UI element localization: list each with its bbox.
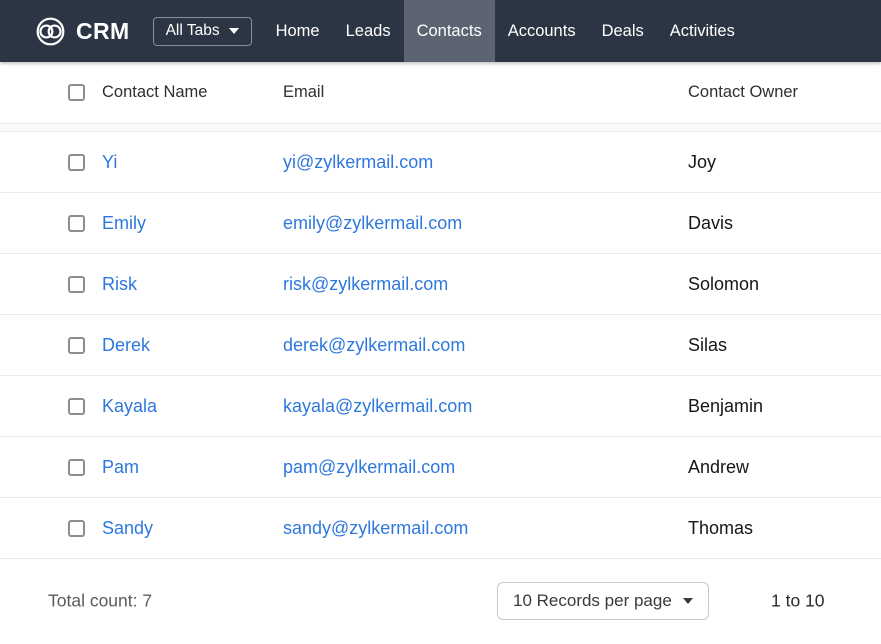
contact-email-link[interactable]: sandy@zylkermail.com bbox=[283, 517, 469, 538]
contact-email-link[interactable]: kayala@zylkermail.com bbox=[283, 395, 473, 416]
crm-logo-icon bbox=[34, 15, 67, 48]
column-header-contact-name[interactable]: Contact Name bbox=[102, 83, 208, 101]
nav-item-label: Deals bbox=[601, 21, 644, 40]
table-row: Sandy sandy@zylkermail.com Thomas bbox=[0, 498, 881, 559]
contact-owner-text: Solomon bbox=[688, 273, 760, 294]
chevron-down-icon bbox=[228, 28, 239, 34]
nav-item-label: Contacts bbox=[416, 21, 482, 40]
brand: CRM bbox=[34, 15, 130, 48]
column-header-email[interactable]: Email bbox=[283, 83, 325, 101]
nav-item-accounts[interactable]: Accounts bbox=[495, 0, 589, 62]
record-range-label: 1 to 10 bbox=[771, 590, 825, 610]
contact-name-link[interactable]: Yi bbox=[102, 151, 118, 172]
table-body: Yi yi@zylkermail.com Joy Emily emily@zyl… bbox=[0, 132, 881, 559]
records-per-page-label: 10 Records per page bbox=[513, 590, 672, 610]
nav-item-contacts[interactable]: Contacts bbox=[403, 0, 495, 62]
total-count-label: Total count: 7 bbox=[48, 590, 153, 610]
row-checkbox[interactable] bbox=[68, 336, 85, 354]
contact-email-link[interactable]: pam@zylkermail.com bbox=[283, 456, 456, 477]
contact-email-link[interactable]: emily@zylkermail.com bbox=[283, 212, 463, 233]
nav-item-label: Leads bbox=[345, 21, 391, 40]
row-checkbox[interactable] bbox=[68, 153, 85, 171]
contact-owner-text: Joy bbox=[688, 151, 717, 172]
contact-name-link[interactable]: Kayala bbox=[102, 395, 158, 416]
contact-owner-text: Andrew bbox=[688, 456, 750, 477]
contact-name-link[interactable]: Emily bbox=[102, 212, 146, 233]
pagination-footer: Total count: 7 10 Records per page 1 to … bbox=[0, 559, 881, 642]
table-row: Derek derek@zylkermail.com Silas bbox=[0, 315, 881, 376]
table-row: Pam pam@zylkermail.com Andrew bbox=[0, 437, 881, 498]
all-tabs-label: All Tabs bbox=[165, 22, 220, 39]
contact-owner-text: Thomas bbox=[688, 517, 754, 538]
nav-item-label: Accounts bbox=[507, 21, 576, 40]
header-shadow-band bbox=[0, 124, 881, 132]
brand-text: CRM bbox=[76, 17, 130, 44]
contact-email-link[interactable]: risk@zylkermail.com bbox=[283, 273, 449, 294]
caret-down-icon bbox=[682, 597, 693, 604]
contact-email-link[interactable]: derek@zylkermail.com bbox=[283, 334, 466, 355]
row-checkbox[interactable] bbox=[68, 519, 85, 537]
table-row: Risk risk@zylkermail.com Solomon bbox=[0, 254, 881, 315]
table-row: Emily emily@zylkermail.com Davis bbox=[0, 193, 881, 254]
row-checkbox[interactable] bbox=[68, 275, 85, 293]
row-checkbox[interactable] bbox=[68, 458, 85, 476]
table-row: Kayala kayala@zylkermail.com Benjamin bbox=[0, 376, 881, 437]
contact-name-link[interactable]: Derek bbox=[102, 334, 151, 355]
contact-email-link[interactable]: yi@zylkermail.com bbox=[283, 151, 434, 172]
nav-item-home[interactable]: Home bbox=[263, 0, 333, 62]
nav-item-label: Home bbox=[275, 21, 320, 40]
all-tabs-dropdown[interactable]: All Tabs bbox=[152, 16, 252, 46]
contact-name-link[interactable]: Sandy bbox=[102, 517, 154, 538]
column-header-contact-owner[interactable]: Contact Owner bbox=[688, 83, 799, 101]
contact-owner-text: Benjamin bbox=[688, 395, 764, 416]
contact-name-link[interactable]: Risk bbox=[102, 273, 137, 294]
contact-name-link[interactable]: Pam bbox=[102, 456, 140, 477]
row-checkbox[interactable] bbox=[68, 214, 85, 232]
nav-items: Home Leads Contacts Accounts Deals Activ… bbox=[263, 0, 748, 62]
records-per-page-dropdown[interactable]: 10 Records per page bbox=[497, 581, 709, 620]
contact-owner-text: Davis bbox=[688, 212, 734, 233]
select-all-checkbox[interactable] bbox=[68, 84, 85, 101]
table-row: Yi yi@zylkermail.com Joy bbox=[0, 132, 881, 193]
top-navbar: CRM All Tabs Home Leads Contacts Account… bbox=[0, 0, 881, 62]
contact-owner-text: Silas bbox=[688, 334, 728, 355]
nav-item-activities[interactable]: Activities bbox=[657, 0, 748, 62]
nav-item-leads[interactable]: Leads bbox=[333, 0, 404, 62]
nav-item-label: Activities bbox=[669, 21, 735, 40]
nav-item-deals[interactable]: Deals bbox=[589, 0, 657, 62]
row-checkbox[interactable] bbox=[68, 397, 85, 415]
table-header: Contact Name Email Contact Owner bbox=[0, 62, 881, 124]
